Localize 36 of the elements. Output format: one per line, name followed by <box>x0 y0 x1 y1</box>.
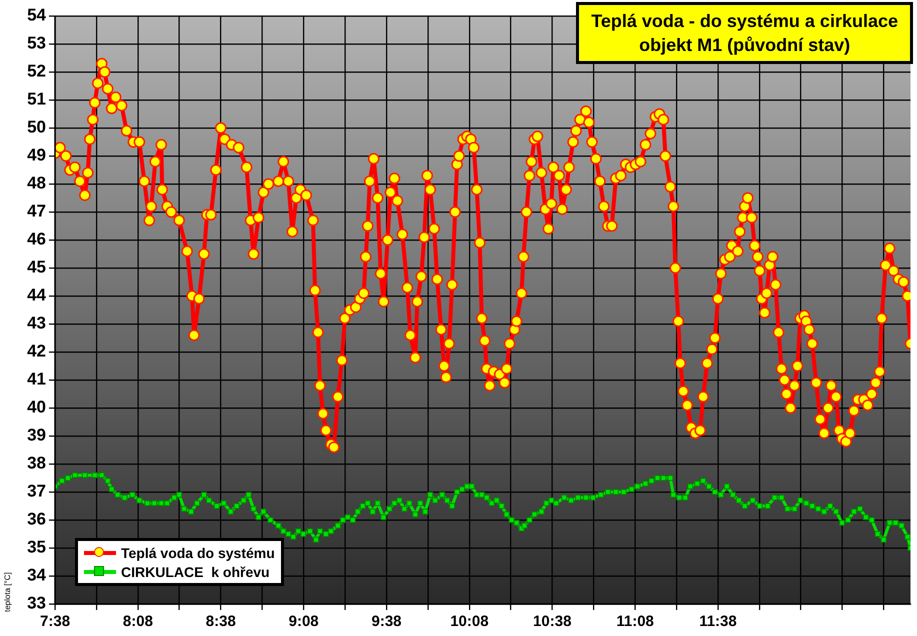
y-tick-label: 50 <box>27 118 46 137</box>
y-tick-label: 40 <box>27 398 46 417</box>
y-tick-label: 43 <box>27 314 46 333</box>
legend-label: CIRKULACE k ohřevu <box>121 564 270 580</box>
y-tick-label: 47 <box>27 202 46 221</box>
y-tick-label: 54 <box>27 6 47 25</box>
y-tick-label: 45 <box>27 258 46 277</box>
x-tick-label: 10:38 <box>533 613 572 630</box>
y-tick-label: 42 <box>27 342 46 361</box>
y-tick-label: 53 <box>27 34 46 53</box>
x-tick-label: 7:38 <box>40 613 70 630</box>
x-tick-label: 11:38 <box>699 613 737 630</box>
x-tick-label: 11:08 <box>616 613 654 630</box>
x-tick-label: 9:08 <box>288 613 319 630</box>
x-tick-label: 8:38 <box>206 613 236 630</box>
y-tick-label: 36 <box>27 510 46 529</box>
text: objekt M1 (původní stav) <box>638 34 852 57</box>
y-tick-label: 41 <box>27 370 46 389</box>
y-tick-label: 52 <box>27 62 46 81</box>
y-tick-label: 44 <box>27 286 47 305</box>
y-tick-label: 35 <box>27 538 46 557</box>
y-tick-label: 33 <box>27 594 46 613</box>
y-tick-label: 48 <box>27 174 46 193</box>
y-tick-label: 37 <box>27 482 46 501</box>
y-tick-label: 49 <box>27 146 46 165</box>
y-tick-label: 51 <box>27 90 46 109</box>
legend-label: Teplá voda do systému <box>121 544 275 560</box>
y-tick-label: 38 <box>27 454 46 473</box>
x-tick-label: 8:08 <box>122 613 153 630</box>
chart-title: Teplá voda - do systému a cirkulace <box>591 10 898 33</box>
y-tick-label: 34 <box>27 566 47 585</box>
y-tick-label: 39 <box>27 426 46 445</box>
y-axis-title: teplota [°C] <box>3 572 12 612</box>
y-tick-label: 46 <box>27 230 46 249</box>
x-tick-label: 9:38 <box>371 613 402 630</box>
x-tick-label: 10:08 <box>450 613 489 630</box>
